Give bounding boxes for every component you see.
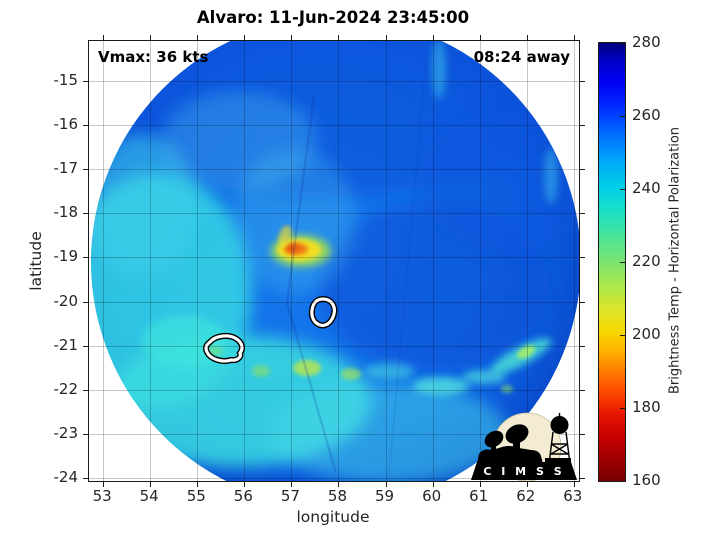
y-tick-label: -22 <box>53 379 79 398</box>
y-tick-mark <box>580 477 585 479</box>
x-tick-mark <box>150 482 152 487</box>
y-tick-mark <box>580 169 585 171</box>
x-tick-label: 56 <box>233 487 253 505</box>
x-tick-mark <box>338 35 340 40</box>
y-tick-mark <box>83 125 88 127</box>
colorbar-tick-label: 240 <box>632 179 661 197</box>
x-tick-mark <box>103 482 105 487</box>
colorbar-tick-label: 220 <box>632 252 661 270</box>
colorbar-tick-label: 280 <box>632 33 661 51</box>
cimss-logo: C I M S S <box>471 412 577 481</box>
y-tick-mark <box>83 301 88 303</box>
warm-spot <box>271 225 331 267</box>
logo-text: C I M S S <box>483 465 564 478</box>
x-tick-label: 54 <box>139 487 159 505</box>
storm-center-contour-1 <box>308 295 338 329</box>
x-tick-mark <box>197 35 199 40</box>
colorbar-tick-mark <box>620 481 625 482</box>
colorbar-tick-label: 260 <box>632 106 661 124</box>
x-tick-mark <box>573 35 575 40</box>
y-tick-label: -17 <box>53 159 79 178</box>
storm-center-contour-2 <box>203 332 246 364</box>
y-tick-mark <box>83 433 88 435</box>
y-tick-label: -15 <box>53 71 79 90</box>
x-tick-mark <box>244 482 246 487</box>
colorbar-tick-mark <box>620 189 625 190</box>
overpass-annotation: 08:24 away <box>473 48 570 66</box>
y-tick-mark <box>83 213 88 215</box>
x-tick-mark <box>244 35 246 40</box>
vmax-annotation: Vmax: 36 kts <box>98 48 209 66</box>
x-tick-mark <box>385 35 387 40</box>
colorbar-tick-mark <box>620 408 625 409</box>
x-tick-label: 62 <box>516 487 536 505</box>
y-tick-mark <box>580 301 585 303</box>
plot-title: Alvaro: 11-Jun-2024 23:45:00 <box>196 8 470 27</box>
colorbar <box>598 42 626 482</box>
colorbar-tick-label: 200 <box>632 325 661 343</box>
y-tick-mark <box>580 433 585 435</box>
y-tick-mark <box>83 81 88 83</box>
x-tick-mark <box>150 35 152 40</box>
x-tick-mark <box>432 482 434 487</box>
colorbar-tick-mark <box>620 43 625 44</box>
x-tick-label: 61 <box>469 487 489 505</box>
x-tick-mark <box>338 482 340 487</box>
colorbar-tick-label: 180 <box>632 398 661 416</box>
x-tick-label: 55 <box>186 487 206 505</box>
x-tick-mark <box>479 482 481 487</box>
x-tick-mark <box>526 482 528 487</box>
x-tick-label: 57 <box>280 487 300 505</box>
y-tick-mark <box>580 389 585 391</box>
x-tick-label: 60 <box>422 487 442 505</box>
x-tick-mark <box>432 35 434 40</box>
x-tick-label: 58 <box>327 487 348 505</box>
y-tick-mark <box>580 257 585 259</box>
y-tick-mark <box>580 81 585 83</box>
y-tick-mark <box>580 345 585 347</box>
y-tick-label: -24 <box>53 467 79 486</box>
swath-seam-line <box>285 95 338 474</box>
colorbar-tick-mark <box>620 262 625 263</box>
colorbar-label: Brightness Temp - Horizontal Polarizatio… <box>667 126 683 395</box>
x-tick-mark <box>526 35 528 40</box>
x-tick-mark <box>385 482 387 487</box>
x-tick-mark <box>291 35 293 40</box>
y-tick-mark <box>580 213 585 215</box>
y-tick-mark <box>83 257 88 259</box>
colorbar-tick-label: 160 <box>632 471 661 489</box>
y-tick-label: -19 <box>53 247 79 266</box>
x-tick-mark <box>291 482 293 487</box>
x-tick-mark <box>573 482 575 487</box>
x-tick-mark <box>103 35 105 40</box>
y-tick-mark <box>83 345 88 347</box>
plot-axes: Vmax: 36 kts 08:24 away <box>83 35 585 487</box>
colorbar-tick-mark <box>620 335 625 336</box>
x-tick-label: 59 <box>374 487 395 505</box>
x-tick-mark <box>479 35 481 40</box>
y-tick-label: -23 <box>53 423 79 442</box>
colorbar-tick-mark <box>620 116 625 117</box>
y-tick-mark <box>83 169 88 171</box>
x-tick-mark <box>197 482 199 487</box>
y-tick-label: -16 <box>53 115 79 134</box>
y-tick-label: -21 <box>53 335 79 354</box>
y-tick-label: -18 <box>53 203 79 222</box>
logo-banner <box>471 462 577 480</box>
y-tick-label: -20 <box>53 291 79 310</box>
y-tick-mark <box>83 389 88 391</box>
x-axis-label: longitude <box>296 508 370 526</box>
y-tick-mark <box>580 125 585 127</box>
x-tick-label: 63 <box>563 487 583 505</box>
y-tick-mark <box>83 477 88 479</box>
x-tick-label: 53 <box>92 487 112 505</box>
